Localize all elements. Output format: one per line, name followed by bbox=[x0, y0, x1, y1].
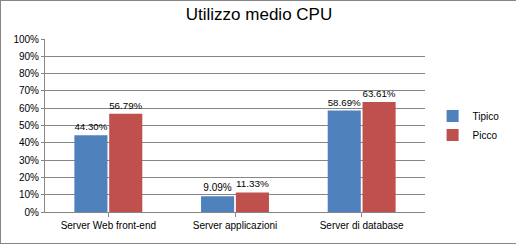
svg-text:60%: 60% bbox=[19, 103, 39, 114]
svg-text:90%: 90% bbox=[19, 51, 39, 62]
svg-text:9.09%: 9.09% bbox=[203, 182, 231, 193]
svg-text:100%: 100% bbox=[13, 34, 39, 45]
svg-text:56.79%: 56.79% bbox=[109, 100, 142, 111]
svg-text:40%: 40% bbox=[19, 137, 39, 148]
svg-text:30%: 30% bbox=[19, 155, 39, 166]
svg-text:44.30%: 44.30% bbox=[74, 121, 107, 132]
svg-text:63.61%: 63.61% bbox=[363, 88, 396, 99]
svg-text:70%: 70% bbox=[19, 85, 39, 96]
svg-text:0%: 0% bbox=[25, 207, 40, 218]
svg-text:Utilizzo medio CPU: Utilizzo medio CPU bbox=[186, 5, 332, 24]
svg-text:58.69%: 58.69% bbox=[328, 97, 361, 108]
svg-text:11.33%: 11.33% bbox=[236, 178, 269, 189]
svg-text:10%: 10% bbox=[19, 189, 39, 200]
svg-text:Picco: Picco bbox=[473, 130, 498, 141]
svg-text:80%: 80% bbox=[19, 68, 39, 79]
svg-text:Server di database: Server di database bbox=[320, 220, 404, 231]
svg-text:Server Web front-end: Server Web front-end bbox=[61, 220, 156, 231]
svg-text:Tipico: Tipico bbox=[473, 111, 500, 122]
svg-text:20%: 20% bbox=[19, 172, 39, 183]
svg-text:Server applicazioni: Server applicazioni bbox=[193, 220, 278, 231]
svg-text:50%: 50% bbox=[19, 120, 39, 131]
